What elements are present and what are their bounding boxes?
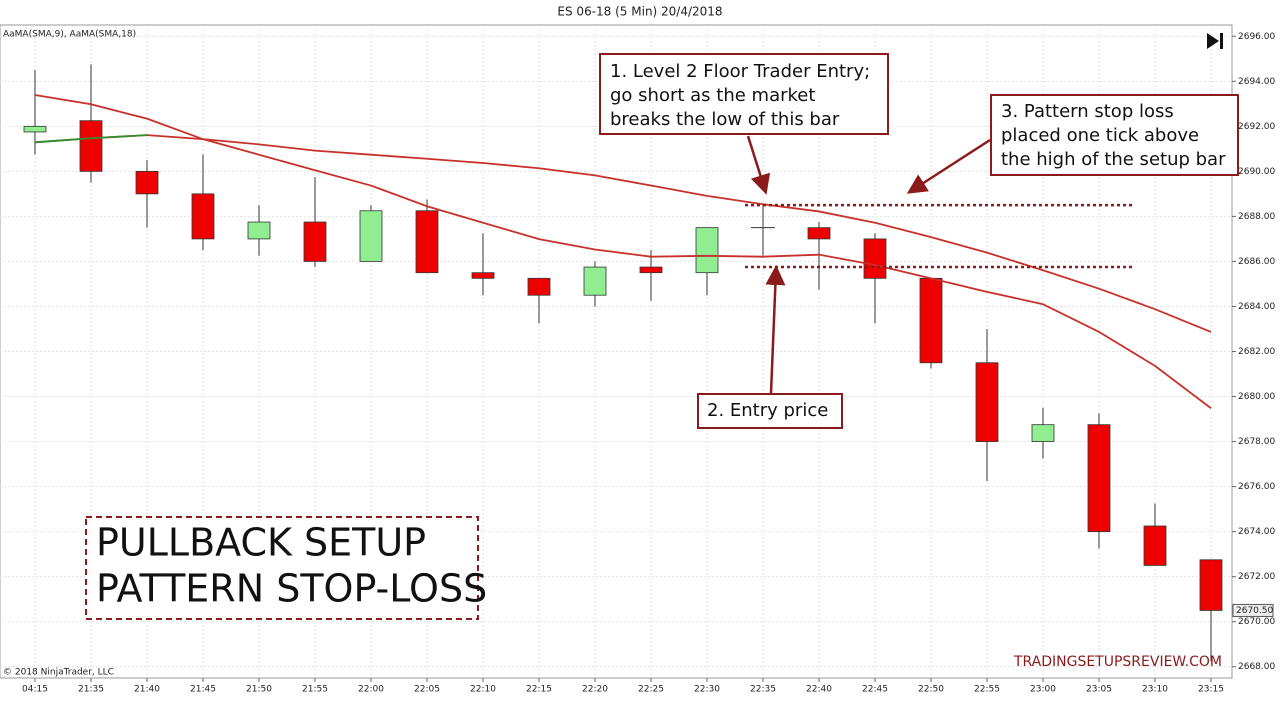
x-tick-label: 23:00 [1030, 685, 1056, 695]
candle-body [1143, 525, 1167, 566]
candle-body [639, 266, 663, 274]
y-tick-label: 2684.00 [1238, 302, 1275, 312]
arrows [746, 135, 991, 394]
candle-body [247, 221, 271, 240]
candle-body [135, 170, 159, 195]
headline-box [85, 516, 479, 620]
x-tick-label: 22:40 [806, 685, 832, 695]
annotation-text: 3. Pattern stop loss [1001, 101, 1174, 122]
candle-body [583, 266, 607, 296]
y-tick-label: 2688.00 [1238, 212, 1275, 222]
candle-body [23, 125, 47, 133]
copyright: © 2018 NinjaTrader, LLC [3, 668, 114, 678]
candle-body [975, 362, 999, 442]
last-price-box [1232, 603, 1274, 617]
y-tick-label: 2690.00 [1238, 167, 1275, 177]
marks [23, 64, 1223, 662]
candle-body [919, 277, 943, 364]
candle-body [303, 221, 327, 262]
x-tick-label: 22:15 [526, 685, 552, 695]
overlays: 2670.50 [34, 94, 1274, 617]
annotation-text: 1. Level 2 Floor Trader Entry; [610, 61, 870, 82]
moving-average-rising [34, 137, 92, 144]
arrow [906, 138, 991, 194]
moving-average-rising [90, 134, 148, 140]
headline: PATTERN STOP-LOSS [96, 567, 487, 611]
annotation-box [599, 53, 889, 135]
annotation-boxes [85, 53, 1239, 620]
x-tick-label: 22:20 [582, 685, 608, 695]
x-tick-label: 22:50 [918, 685, 944, 695]
candle-body [1199, 559, 1223, 611]
y-tick-label: 2686.00 [1238, 257, 1275, 267]
candle-body [79, 120, 103, 172]
y-tick-label: 2676.00 [1238, 482, 1275, 492]
x-tick-label: 21:55 [302, 685, 328, 695]
last-price-label: 2670.50 [1236, 606, 1273, 616]
annotation-text: 2. Entry price [707, 400, 828, 421]
moving-average [34, 134, 1212, 333]
annotation-text: the high of the setup bar [1001, 149, 1226, 170]
y-tick-label: 2678.00 [1238, 437, 1275, 447]
annotation-text: placed one tick above [1001, 125, 1199, 146]
x-tick-label: 22:10 [470, 685, 496, 695]
candle-body [807, 227, 831, 240]
candle-body [359, 210, 383, 262]
candle-body [527, 277, 551, 296]
candle-body [863, 238, 887, 279]
end-icon [1207, 33, 1223, 49]
play-icon [1207, 33, 1219, 49]
x-tick-label: 22:35 [750, 685, 776, 695]
candle-body [415, 210, 439, 274]
y-tick-label: 2672.00 [1238, 572, 1275, 582]
annotations: 1. Level 2 Floor Trader Entry; go short a… [96, 61, 1226, 611]
candle-body [695, 227, 719, 274]
x-tick-label: 23:05 [1086, 685, 1112, 695]
x-tick-label: 22:45 [862, 685, 888, 695]
x-tick-label: 23:10 [1142, 685, 1168, 695]
annotation-box [697, 393, 843, 429]
candle-body [1031, 424, 1055, 442]
y-tick-label: 2674.00 [1238, 527, 1275, 537]
candle-body [1087, 424, 1111, 533]
annotation-text: breaks the low of this bar [610, 109, 840, 130]
x-tick-label: 22:05 [414, 685, 440, 695]
x-tick-label: 22:00 [358, 685, 384, 695]
bar-icon [1220, 33, 1223, 49]
arrow [746, 135, 771, 195]
x-tick-label: 21:50 [246, 685, 272, 695]
x-tick-label: 21:35 [78, 685, 104, 695]
annotation-text: go short as the market [610, 85, 815, 106]
y-tick-label: 2668.00 [1238, 662, 1275, 672]
headline: PULLBACK SETUP [96, 521, 426, 565]
x-tick-label: 21:40 [134, 685, 160, 695]
x-tick-label: 22:25 [638, 685, 664, 695]
y-tick-label: 2696.00 [1238, 32, 1275, 42]
candle-body [191, 193, 215, 240]
x-tick-label: 04:15 [22, 685, 48, 695]
y-tick-label: 2694.00 [1238, 77, 1275, 87]
y-tick-label: 2670.00 [1238, 617, 1275, 627]
candle-body [471, 272, 495, 279]
x-tick-label: 22:30 [694, 685, 720, 695]
indicator-label: AaMA(SMA,9), AaMA(SMA,18) [3, 30, 136, 40]
x-tick-label: 22:55 [974, 685, 1000, 695]
x-tick-label: 23:15 [1198, 685, 1224, 695]
chart-title: ES 06-18 (5 Min) 20/4/2018 [557, 5, 722, 19]
x-tick-label: 21:45 [190, 685, 216, 695]
y-tick-label: 2692.00 [1238, 122, 1275, 132]
arrow [765, 265, 786, 394]
watermark: TRADINGSETUPSREVIEW.COM [1013, 654, 1222, 670]
annotation-box [990, 94, 1239, 176]
y-tick-label: 2680.00 [1238, 392, 1275, 402]
y-tick-label: 2682.00 [1238, 347, 1275, 357]
moving-average [34, 94, 1212, 409]
